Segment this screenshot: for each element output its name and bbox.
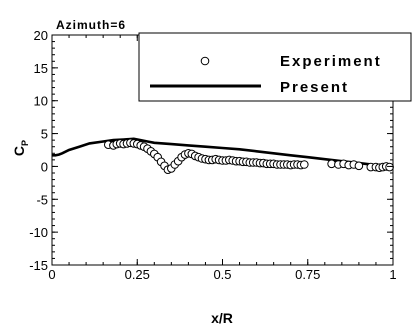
y-tick-label: -10 (29, 225, 48, 240)
x-tick-label: 0 (48, 267, 55, 282)
y-tick-label: -5 (36, 192, 48, 207)
y-axis-label-main: C (11, 146, 27, 156)
experiment-point (354, 161, 364, 171)
x-axis-label: x/R (211, 310, 233, 325)
x-tick-label: 0.5 (213, 267, 231, 282)
experiment-point (300, 160, 309, 169)
x-tick-label: 1 (389, 267, 396, 282)
chart-title: Azimuth=6 (56, 18, 126, 32)
y-tick-label: 0 (41, 159, 48, 174)
y-tick-label: 20 (34, 28, 48, 43)
x-tick-label: 0.25 (125, 267, 150, 282)
plot-area (52, 137, 394, 174)
y-tick-label: -15 (29, 258, 48, 273)
x-tick-label: 0.75 (295, 267, 320, 282)
svg-text:CP: CP (11, 140, 30, 156)
y-tick-label: 5 (41, 127, 48, 142)
y-axis-label: CP (11, 140, 30, 156)
legend: Experiment Present (138, 32, 412, 102)
legend-experiment-label: Experiment (280, 53, 382, 70)
y-tick-label: 10 (34, 94, 48, 109)
legend-present-label: Present (280, 79, 349, 96)
y-tick-label: 15 (34, 61, 48, 76)
experiment-point (385, 162, 394, 172)
legend-box (138, 32, 412, 102)
y-axis-label-subscript: P (20, 140, 30, 146)
legend-experiment-marker (200, 56, 210, 66)
series-line-present (52, 137, 394, 168)
